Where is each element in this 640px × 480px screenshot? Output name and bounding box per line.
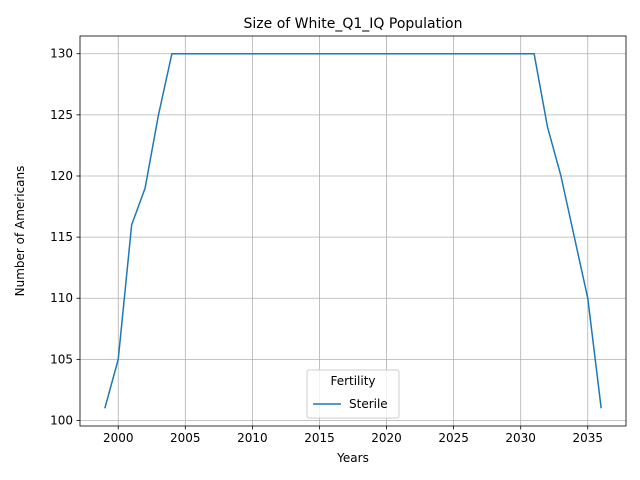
x-tick-label: 2010 xyxy=(237,431,268,445)
y-tick-label: 110 xyxy=(50,291,73,305)
y-tick-label: 120 xyxy=(50,169,73,183)
x-tick-label: 2015 xyxy=(304,431,335,445)
legend-label: Sterile xyxy=(349,397,388,411)
y-tick-label: 130 xyxy=(50,47,73,61)
x-axis-label: Years xyxy=(336,451,369,465)
legend-box xyxy=(306,369,400,419)
x-tick-label: 2020 xyxy=(371,431,402,445)
y-tick-label: 105 xyxy=(50,352,73,366)
x-tick-label: 2000 xyxy=(103,431,134,445)
y-tick-label: 125 xyxy=(50,108,73,122)
x-tick-label: 2005 xyxy=(170,431,201,445)
x-tick-label: 2030 xyxy=(505,431,536,445)
legend-title: Fertility xyxy=(330,374,375,388)
x-tick-label: 2025 xyxy=(438,431,469,445)
y-tick-label: 115 xyxy=(50,230,73,244)
y-tick-label: 100 xyxy=(50,413,73,427)
axis-ticks: 2000 2005 2010 2015 2020 2025 2030 2035 100 105 11… xyxy=(50,47,603,445)
x-tick-label: 2035 xyxy=(572,431,603,445)
series-line-sterile xyxy=(104,52,602,409)
chart-title: Size of White_Q1_IQ Population xyxy=(244,16,463,32)
y-axis-label: Number of Americans xyxy=(13,166,27,297)
plot-frame xyxy=(79,35,627,427)
series-layer xyxy=(104,52,602,409)
legend: Fertility Sterile xyxy=(306,369,400,419)
